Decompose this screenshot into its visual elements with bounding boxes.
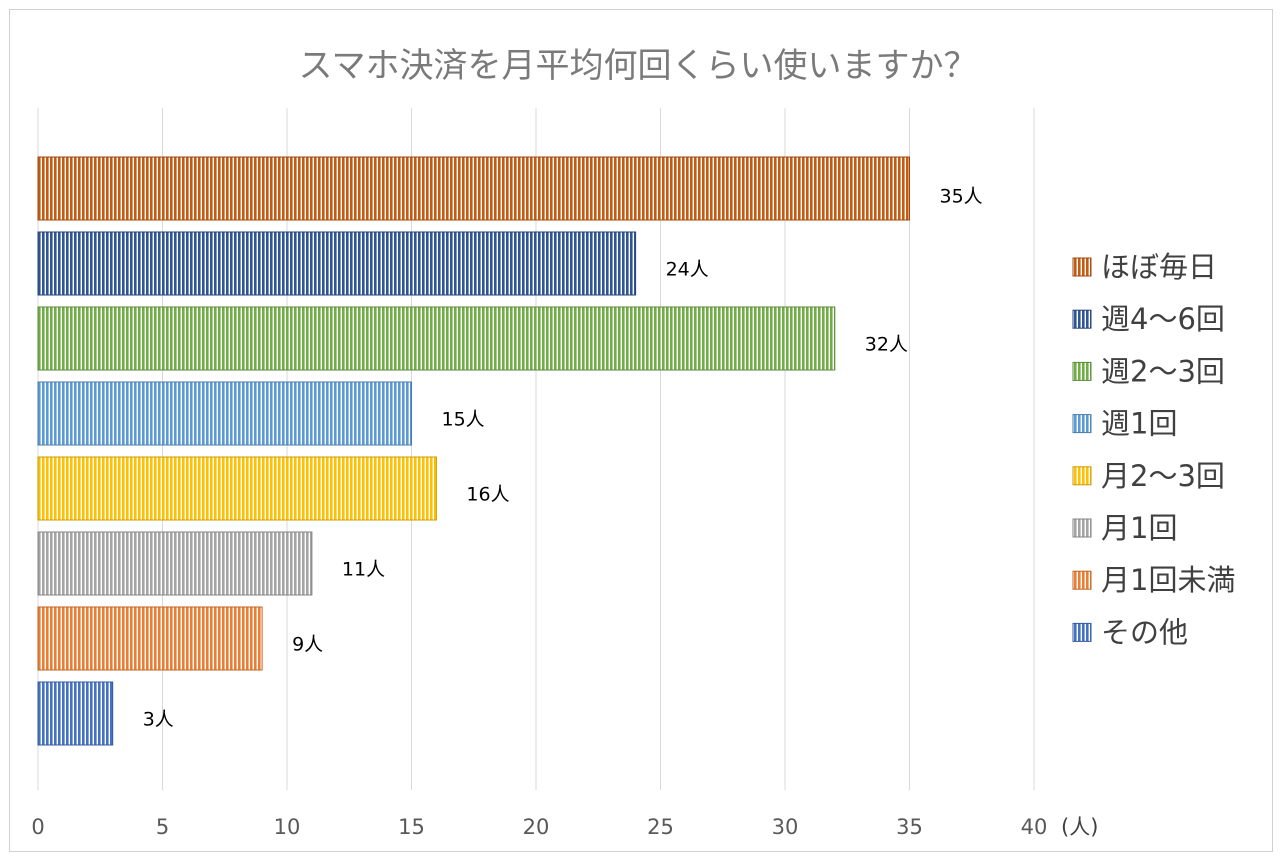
legend-label: 月1回 <box>1101 511 1177 545</box>
data-label: 3人 <box>143 709 174 731</box>
legend-label: 週2～3回 <box>1101 354 1225 388</box>
legend-item: 月2～3回 <box>1072 459 1225 493</box>
gridlines <box>37 108 1035 790</box>
legend-swatch <box>1072 518 1092 538</box>
data-label: 9人 <box>292 634 323 656</box>
bar <box>37 381 412 446</box>
bar <box>37 306 836 371</box>
bar <box>37 456 437 521</box>
chart-frame: スマホ決済を月平均何回くらい使いますか？ 35人 24人 32人 15人 16人 11人 9… <box>9 9 1273 852</box>
bar-chart: スマホ決済を月平均何回くらい使いますか？ 35人 24人 32人 15人 16人 11人 9… <box>31 46 1235 839</box>
x-tick-label: 0 <box>31 815 44 839</box>
bars <box>37 156 910 746</box>
x-tick-label: 30 <box>772 815 799 839</box>
bar <box>37 231 637 296</box>
legend-label: 週4～6回 <box>1101 302 1225 336</box>
chart-title: スマホ決済を月平均何回くらい使いますか？ <box>299 46 978 86</box>
x-tick-label: 5 <box>156 815 169 839</box>
legend-item: その他 <box>1072 615 1188 649</box>
x-tick-label: 40 <box>1021 815 1048 839</box>
legend-label: 月2～3回 <box>1101 459 1225 493</box>
data-label: 15人 <box>442 409 485 431</box>
x-tick-label: 15 <box>398 815 425 839</box>
legend-item: 週2～3回 <box>1072 354 1225 388</box>
legend-label: その他 <box>1101 615 1188 649</box>
bar <box>37 606 263 671</box>
data-label: 32人 <box>865 334 908 356</box>
legend-swatch <box>1072 414 1092 434</box>
x-tick-label: 25 <box>647 815 674 839</box>
x-tick-label: 35 <box>896 815 923 839</box>
x-tick-label: 10 <box>274 815 301 839</box>
data-labels: 35人 24人 32人 15人 16人 11人 9人 3人 <box>143 186 983 731</box>
legend-item: ほぼ毎日 <box>1072 250 1217 284</box>
legend-item: 週4～6回 <box>1072 302 1225 336</box>
data-label: 35人 <box>940 186 983 208</box>
legend-item: 週1回 <box>1072 407 1177 441</box>
legend-label: 月1回未満 <box>1101 563 1235 597</box>
legend-swatch <box>1072 257 1092 277</box>
legend-swatch <box>1072 466 1092 486</box>
legend-swatch <box>1072 570 1092 590</box>
data-label: 16人 <box>466 484 509 506</box>
legend-item: 月1回 <box>1072 511 1177 545</box>
legend-label: 週1回 <box>1101 407 1177 441</box>
x-tick-label: 20 <box>523 815 550 839</box>
legend-swatch <box>1072 361 1092 381</box>
bar <box>37 681 114 746</box>
data-label: 11人 <box>342 559 385 581</box>
bar <box>37 531 313 596</box>
bar <box>37 156 910 221</box>
legend-label: ほぼ毎日 <box>1101 250 1217 284</box>
legend-swatch <box>1072 622 1092 642</box>
x-axis-ticks: 0 5 10 15 20 25 30 35 40 <box>31 815 1047 839</box>
x-axis-unit: (人) <box>1061 815 1098 839</box>
legend-swatch <box>1072 309 1092 329</box>
data-label: 24人 <box>666 259 709 281</box>
legend-item: 月1回未満 <box>1072 563 1235 597</box>
